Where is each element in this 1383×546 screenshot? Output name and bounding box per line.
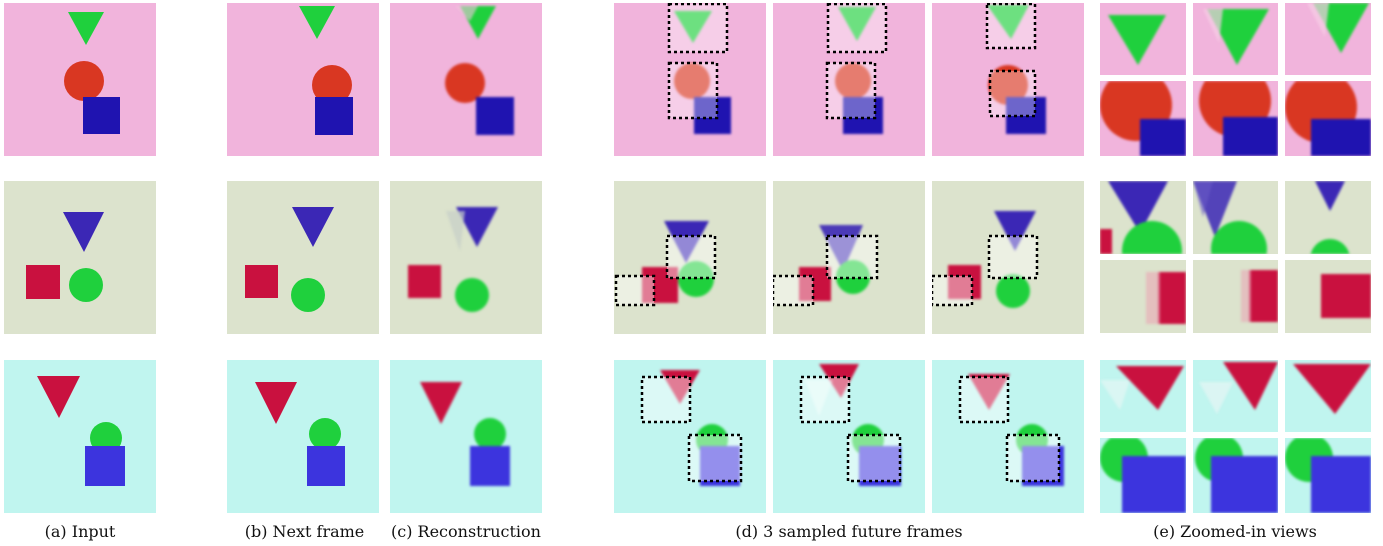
crimson-square: [245, 265, 278, 298]
blue-square: [315, 97, 353, 135]
row2-zoom-top-1: [1100, 181, 1186, 254]
row1-zoom-bottom-3: [1285, 81, 1371, 156]
green-triangle: [68, 12, 104, 45]
row3-zoom-top-2: [1193, 360, 1278, 432]
row2-input-frame: [4, 181, 156, 334]
highlight-box: [826, 3, 888, 54]
row3-zoom-bottom-1: [1100, 438, 1186, 513]
caption-zoomed-in-views: (e) Zoomed-in views: [1153, 522, 1317, 541]
row3-reconstruction: [390, 360, 542, 513]
highlight-box: [640, 375, 692, 424]
highlight-box: [825, 61, 877, 120]
row3-zoom-bottom-3: [1285, 438, 1371, 513]
row1-next-frame: [227, 3, 379, 156]
crimson-triangle: [37, 376, 80, 418]
highlight-box: [687, 433, 743, 483]
highlight-box: [665, 234, 717, 280]
row2-zoom-bottom-3: [1285, 260, 1371, 333]
row3-zoom-bottom-2: [1193, 438, 1278, 513]
green-circle: [291, 278, 325, 312]
row3-input-frame: [4, 360, 156, 513]
row3-zoom-top-3: [1285, 360, 1371, 432]
red-circle: [64, 61, 104, 101]
row3-sample-2: [773, 360, 925, 513]
row2-zoom-top-3: [1285, 181, 1371, 254]
row2-reconstruction: [390, 181, 542, 334]
row3-zoom-top-1: [1100, 360, 1186, 432]
blue-square: [83, 97, 120, 134]
row2-sample-3: [932, 181, 1084, 334]
indigo-triangle: [63, 212, 104, 252]
highlight-box: [773, 274, 815, 307]
row1-input-frame: [4, 3, 156, 156]
highlight-box: [825, 234, 879, 280]
highlight-box: [667, 61, 719, 120]
highlight-box: [988, 69, 1037, 118]
caption-sampled-future-frames: (d) 3 sampled future frames: [735, 522, 963, 541]
highlight-box: [614, 274, 656, 307]
highlight-box: [667, 3, 729, 54]
highlight-box: [932, 274, 974, 307]
caption-reconstruction: (c) Reconstruction: [391, 522, 541, 541]
highlight-box: [987, 234, 1039, 280]
row1-zoom-bottom-2: [1193, 81, 1278, 156]
caption-input: (a) Input: [44, 522, 116, 541]
row1-zoom-top-3: [1285, 3, 1371, 75]
row1-reconstruction: [390, 3, 542, 156]
row1-sample-2: [773, 3, 925, 156]
row1-sample-1: [614, 3, 766, 156]
green-circle: [69, 268, 103, 302]
caption-next-frame: (b) Next frame: [244, 522, 365, 541]
indigo-triangle: [292, 207, 334, 247]
highlight-box: [799, 375, 851, 424]
blue-square: [307, 446, 345, 486]
green-circle: [309, 418, 341, 450]
row1-zoom-bottom-1: [1100, 81, 1186, 156]
row2-zoom-top-2: [1193, 181, 1278, 254]
row2-next-frame: [227, 181, 379, 334]
row2-zoom-bottom-2: [1193, 260, 1278, 333]
highlight-box: [958, 375, 1010, 424]
highlight-box: [846, 433, 902, 483]
highlight-box: [1005, 433, 1061, 483]
green-triangle: [299, 6, 335, 39]
row2-zoom-bottom-1: [1100, 260, 1186, 333]
crimson-square: [26, 265, 60, 299]
row1-zoom-top-2: [1193, 3, 1278, 75]
row1-sample-3: [932, 3, 1084, 156]
blue-square: [85, 446, 125, 486]
row2-sample-2: [773, 181, 925, 334]
row3-sample-1: [614, 360, 766, 513]
crimson-triangle: [255, 382, 297, 424]
row1-zoom-top-1: [1100, 3, 1186, 75]
highlight-box: [985, 3, 1037, 50]
row3-next-frame: [227, 360, 379, 513]
red-circle: [312, 65, 352, 105]
row2-sample-1: [614, 181, 766, 334]
row3-sample-3: [932, 360, 1084, 513]
